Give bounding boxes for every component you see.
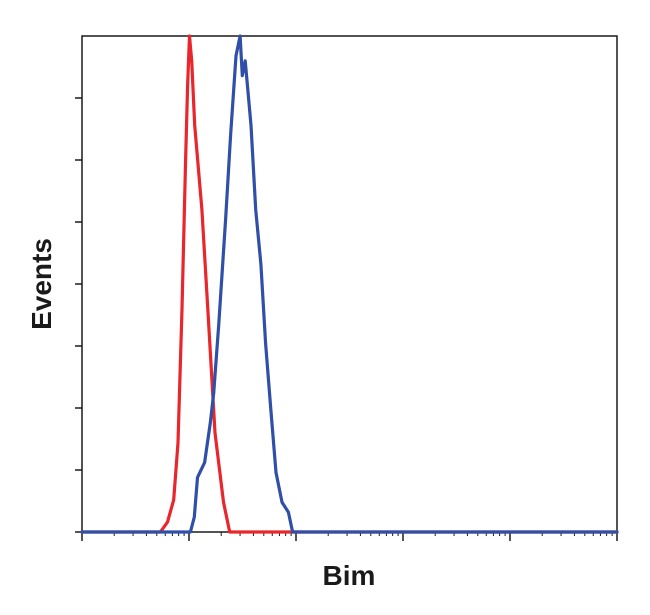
y-axis-title: Events <box>26 238 57 330</box>
series-layer <box>80 34 619 534</box>
series-line-0 <box>80 34 619 534</box>
x-axis-title: Bim <box>323 560 376 591</box>
plot-frame <box>81 35 618 533</box>
y-axis-ticks <box>75 97 82 533</box>
series-line-1 <box>80 34 619 534</box>
